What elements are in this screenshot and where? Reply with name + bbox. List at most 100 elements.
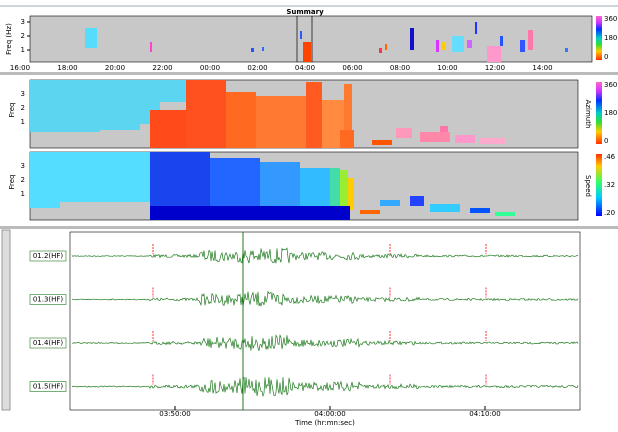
summary-block <box>303 42 311 62</box>
colorbar-tick-label: .20 <box>604 209 615 217</box>
summary-block <box>487 46 501 62</box>
y-axis-label: Freq <box>8 175 16 190</box>
spectrogram-block <box>186 80 226 148</box>
trace-label-box <box>29 381 67 392</box>
colorbar <box>596 16 602 60</box>
y-tick-label: 3 <box>21 18 25 26</box>
spectrogram-block <box>396 128 412 138</box>
spectrogram-block <box>322 100 344 148</box>
x-tick-label: 02:00 <box>247 64 267 72</box>
trace-label: 01.5(HF) <box>33 383 64 391</box>
spectrogram-block <box>495 212 515 216</box>
spectrogram-block <box>306 82 322 148</box>
spectrogram-block <box>160 80 186 102</box>
x-tick-label: 22:00 <box>152 64 172 72</box>
y-tick-label: 1 <box>21 118 25 126</box>
spectrogram-block <box>330 168 340 220</box>
spectrogram-block <box>100 124 140 130</box>
spectrogram-block <box>372 140 392 145</box>
spectrogram-block <box>340 130 354 148</box>
summary-block <box>251 48 254 52</box>
colorbar <box>596 82 602 144</box>
summary-block <box>475 22 477 34</box>
spectrogram-block <box>440 126 448 132</box>
spectrogram-block <box>30 152 150 202</box>
waveform-trace <box>71 290 579 308</box>
x-tick-label: 08:00 <box>390 64 410 72</box>
colorbar-tick-label: .46 <box>604 153 616 161</box>
colorbar-tick-label: 360 <box>604 81 617 89</box>
colorbar-tick-label: 180 <box>604 34 617 42</box>
summary-block <box>442 42 445 50</box>
colorbar-tick-label: 0 <box>604 53 608 61</box>
x-tick-label: 03:50:00 <box>159 410 190 418</box>
summary-block <box>436 40 439 52</box>
spectrogram-block <box>256 96 306 148</box>
spectrogram-block <box>480 138 506 144</box>
spectrogram-block <box>30 202 60 208</box>
spectrogram-block <box>348 178 354 210</box>
summary-block <box>520 40 525 52</box>
waveform-trace <box>71 376 579 398</box>
spectrogram-block <box>360 210 380 214</box>
scrollbar[interactable] <box>1 229 11 411</box>
y-tick-label: 1 <box>21 46 25 54</box>
summary-block <box>565 48 568 52</box>
spectrogram-block <box>430 204 460 212</box>
waveform-plot <box>69 231 581 411</box>
x-tick-label: 06:00 <box>342 64 362 72</box>
spectrogram-block <box>30 80 160 124</box>
trace-label: 01.3(HF) <box>33 296 64 304</box>
splitter[interactable] <box>0 72 618 75</box>
spectrogram-block <box>410 196 424 206</box>
trace-label-box <box>29 250 67 262</box>
y-tick-label: 3 <box>21 90 25 98</box>
colorbar-label: Speed <box>584 175 592 197</box>
colorbar-tick-label: 0 <box>604 137 608 145</box>
spectrogram-block <box>455 135 475 143</box>
colorbar-tick-label: .32 <box>604 181 615 189</box>
x-tick-label: 18:00 <box>57 64 77 72</box>
spectrogram-block <box>470 208 490 213</box>
x-tick-label: 04:00:00 <box>314 410 345 418</box>
summary-block <box>385 44 387 50</box>
summary-block <box>452 36 464 52</box>
panels: Summary Freq (Hz) 3 2 1 16:00 18:00 20:00 22:00 0… <box>5 8 617 427</box>
spectrogram-block <box>150 206 350 220</box>
x-tick-label: 04:00 <box>295 64 315 72</box>
summary-block <box>500 36 503 46</box>
trace-label: 01.2(HF) <box>33 252 64 260</box>
spectrogram-block <box>344 84 352 144</box>
summary-block <box>300 31 302 39</box>
summary-block <box>410 28 414 50</box>
y-axis-label: Freq (Hz) <box>5 23 13 55</box>
summary-block <box>528 30 533 50</box>
colorbar <box>596 154 602 216</box>
x-tick-label: 14:00 <box>532 64 552 72</box>
y-tick-label: 1 <box>21 190 25 198</box>
summary-block <box>262 47 264 51</box>
spectrogram-block <box>30 124 100 132</box>
spectrogram-block <box>340 170 348 214</box>
x-tick-label: 10:00 <box>437 64 457 72</box>
summary-title: Summary <box>286 8 324 16</box>
splitter[interactable] <box>0 226 618 229</box>
spectrogram-block <box>420 132 450 142</box>
x-axis-label: Time (hr:mn:sec) <box>294 419 355 427</box>
colorbar-tick-label: 360 <box>604 15 617 23</box>
colorbar-tick-label: 180 <box>604 109 617 117</box>
y-tick-label: 2 <box>21 32 25 40</box>
waveform-trace <box>71 333 579 351</box>
summary-block <box>379 48 382 53</box>
trace-label-box <box>29 337 67 349</box>
y-tick-label: 2 <box>21 176 25 184</box>
trace-label: 01.4(HF) <box>33 339 64 347</box>
y-tick-label: 3 <box>21 162 25 170</box>
spectrogram-block <box>150 110 190 148</box>
spectrogram-block <box>226 92 256 148</box>
x-tick-label: 00:00 <box>200 64 220 72</box>
x-tick-label: 16:00 <box>10 64 30 72</box>
y-tick-label: 2 <box>21 104 25 112</box>
y-axis-label: Freq <box>8 103 16 118</box>
